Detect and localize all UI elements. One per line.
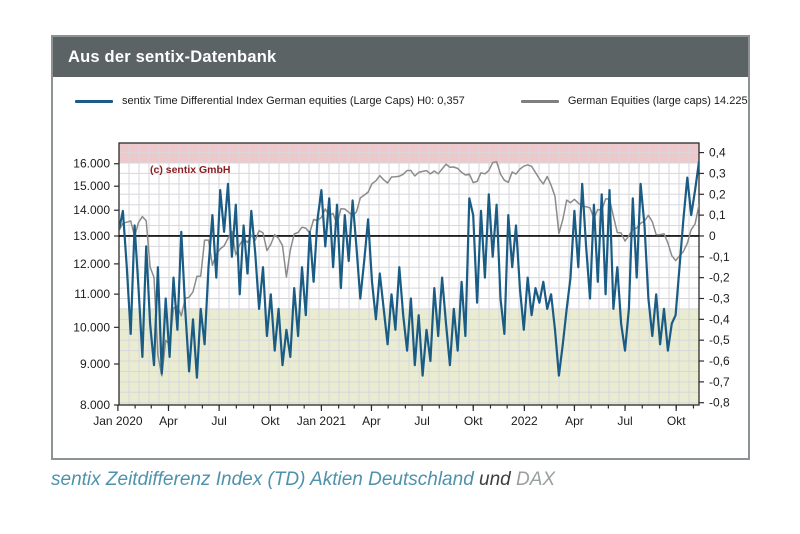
legend-swatch-0: [75, 99, 113, 103]
right-axis-tick: -0,3: [709, 291, 730, 305]
right-axis-tick: -0,1: [709, 250, 730, 264]
right-axis-tick: 0,1: [709, 208, 726, 222]
series-line-td: [119, 160, 699, 379]
chart-legend: sentix Time Differential Index German eq…: [53, 95, 748, 107]
legend-label-0: sentix Time Differential Index German eq…: [122, 95, 465, 107]
left-axis-tick: 8.000: [80, 398, 110, 412]
x-axis-tick: Jul: [211, 414, 226, 428]
x-axis-tick: 2022: [511, 414, 538, 428]
left-axis-tick: 15.000: [73, 179, 110, 193]
x-axis-tick: Okt: [261, 414, 280, 428]
left-axis-tick: 10.000: [73, 320, 110, 334]
left-axis-tick: 11.000: [74, 287, 110, 301]
copyright-label: (c) sentix GmbH: [150, 164, 231, 176]
x-axis-tick: Jul: [617, 414, 632, 428]
x-axis-tick: Okt: [667, 414, 686, 428]
legend-item-0: sentix Time Differential Index German eq…: [75, 95, 465, 107]
x-axis-tick: Jan 2021: [297, 414, 347, 428]
sentix-database-card: Aus der sentix-Datenbank sentix Time Dif…: [51, 35, 750, 460]
right-axis-tick: -0,2: [709, 271, 730, 285]
card-header: Aus der sentix-Datenbank: [53, 37, 748, 77]
chart-caption: sentix Zeitdifferenz Index (TD) Aktien D…: [51, 469, 555, 491]
right-axis-tick: 0,3: [709, 166, 726, 180]
legend-label-1: German Equities (large caps) 14.225: [567, 95, 748, 107]
left-axis-tick: 13.000: [73, 229, 110, 243]
caption-highlight: sentix Zeitdifferenz Index (TD) Aktien D…: [51, 469, 474, 490]
right-axis-tick: 0,4: [709, 146, 726, 160]
caption-suffix: DAX: [516, 469, 556, 490]
axis-labels: 16.000 15.000 14.000 13.000 12.000 11.000 10.0…: [73, 146, 730, 428]
left-axis-tick: 12.000: [73, 257, 110, 271]
right-axis-tick: -0,8: [709, 396, 730, 410]
axis-ticks: [114, 151, 704, 411]
chart-canvas: 16.000 15.000 14.000 13.000 12.000 11.000 10.0…: [73, 142, 730, 428]
card-title: Aus der sentix-Datenbank: [68, 47, 277, 66]
x-axis-tick: Apr: [565, 414, 584, 428]
right-axis-tick: -0,4: [709, 312, 730, 326]
left-axis-tick: 14.000: [73, 203, 110, 217]
x-axis-tick: Jul: [414, 414, 429, 428]
x-axis-tick: Apr: [362, 414, 381, 428]
plot-frame: [118, 142, 700, 406]
legend-swatch-1: [520, 99, 559, 103]
right-axis-tick: 0,2: [709, 187, 726, 201]
right-axis-tick: -0,6: [709, 354, 730, 368]
legend-item-1: German Equities (large caps) 14.225: [520, 95, 748, 107]
caption-connector: und: [473, 469, 517, 490]
left-axis-tick: 9.000: [80, 357, 110, 371]
right-axis-tick: -0,7: [709, 375, 730, 389]
right-axis-tick: -0,5: [709, 333, 730, 347]
x-axis-tick: Apr: [159, 414, 178, 428]
right-axis-tick: 0: [709, 229, 716, 243]
left-axis-tick: 16.000: [73, 157, 110, 171]
x-axis-tick: Jan 2020: [93, 414, 143, 428]
x-axis-tick: Okt: [464, 414, 483, 428]
